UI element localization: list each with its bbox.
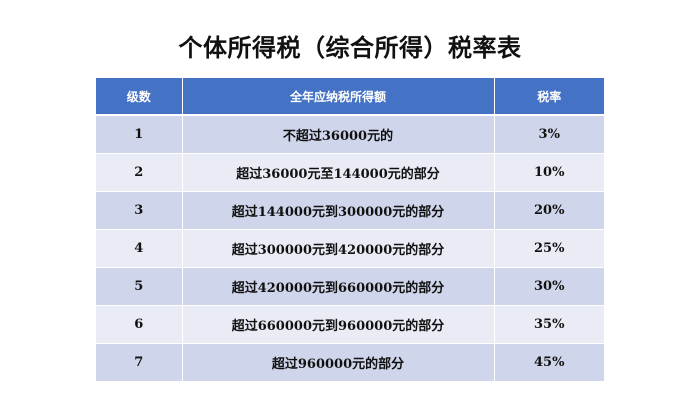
level-cell: 4 xyxy=(96,229,183,268)
header-rate: 税率 xyxy=(494,78,604,116)
table-row: 7 超过960000元的部分 45% xyxy=(96,343,604,382)
level-cell: 3 xyxy=(96,191,183,230)
page-title: 个体所得税（综合所得）税率表 xyxy=(178,33,522,62)
rate-cell: 20% xyxy=(494,191,604,230)
table-row: 1 不超过36000元的 3% xyxy=(96,115,604,154)
level-cell: 1 xyxy=(96,115,183,154)
rate-cell: 35% xyxy=(494,305,604,344)
header-income: 全年应纳税所得额 xyxy=(182,78,495,116)
table-header-row: 级数 全年应纳税所得额 税率 xyxy=(96,78,604,116)
table-row: 4 超过300000元到420000元的部分 25% xyxy=(96,229,604,268)
table-row: 2 超过36000元至144000元的部分 10% xyxy=(96,153,604,192)
income-cell: 超过660000元到960000元的部分 xyxy=(182,305,495,344)
income-cell: 超过144000元到300000元的部分 xyxy=(182,191,495,230)
rate-cell: 25% xyxy=(494,229,604,268)
level-cell: 2 xyxy=(96,153,183,192)
rate-cell: 45% xyxy=(494,343,604,382)
income-cell: 超过420000元到660000元的部分 xyxy=(182,267,495,306)
income-cell: 超过300000元到420000元的部分 xyxy=(182,229,495,268)
rate-cell: 30% xyxy=(494,267,604,306)
level-cell: 5 xyxy=(96,267,183,306)
table-row: 5 超过420000元到660000元的部分 30% xyxy=(96,267,604,306)
income-cell: 超过960000元的部分 xyxy=(182,343,495,382)
income-cell: 超过36000元至144000元的部分 xyxy=(182,153,495,192)
rate-cell: 10% xyxy=(494,153,604,192)
header-level: 级数 xyxy=(96,78,183,116)
table-row: 6 超过660000元到960000元的部分 35% xyxy=(96,305,604,344)
level-cell: 6 xyxy=(96,305,183,344)
table-row: 3 超过144000元到300000元的部分 20% xyxy=(96,191,604,230)
income-cell: 不超过36000元的 xyxy=(182,115,495,154)
tax-rate-table: 级数 全年应纳税所得额 税率 1 不超过36000元的 3% 2 超过36000… xyxy=(96,78,604,382)
rate-cell: 3% xyxy=(494,115,604,154)
level-cell: 7 xyxy=(96,343,183,382)
